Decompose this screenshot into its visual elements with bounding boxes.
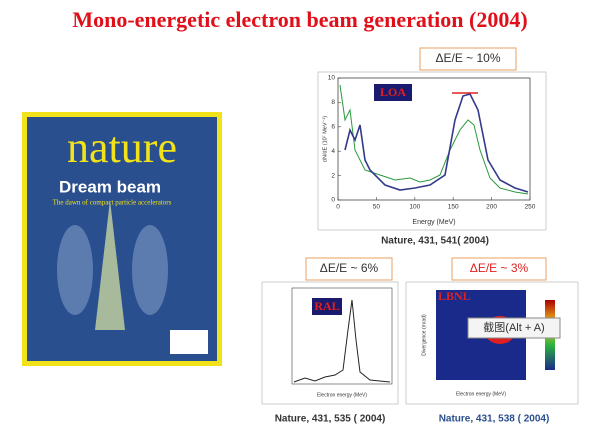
energy-spread: ΔE/E ~ 10% — [435, 51, 500, 65]
lab-label: RAL — [314, 299, 339, 313]
energy-spread: ΔE/E ~ 6% — [320, 261, 379, 275]
cover-art — [57, 225, 93, 315]
x-tick-label: 50 — [373, 204, 381, 211]
cover-art — [95, 200, 125, 330]
slide-title: Mono-energetic electron beam generation … — [72, 7, 527, 32]
y-tick-label: 4 — [331, 148, 335, 155]
citation: Nature, 431, 538 ( 2004) — [439, 414, 550, 425]
tooltip-text: 截图(Alt + A) — [483, 320, 544, 334]
x-tick-label: 200 — [486, 204, 497, 211]
y-axis-label: dN/dE (10⁷ MeV⁻¹) — [321, 116, 328, 162]
y-tick-label: 0 — [331, 197, 335, 204]
x-tick-label: 100 — [409, 204, 420, 211]
cover-subhead: The dawn of compact particle accelerator… — [53, 199, 172, 207]
curve — [293, 299, 391, 383]
lab-label: LBNL — [438, 289, 471, 303]
x-tick-label: 250 — [525, 204, 536, 211]
energy-spread: ΔE/E ~ 3% — [470, 261, 529, 275]
tooltip — [467, 317, 561, 339]
journal-cover: nature Dream beam The dawn of compact pa… — [22, 112, 222, 366]
citation: Nature, 431, 541( 2004) — [381, 236, 489, 247]
lab-box — [374, 84, 412, 101]
cover-headline: Dream beam — [59, 177, 161, 196]
x-axis-label: Electron energy (MeV) — [456, 391, 506, 397]
x-axis-label: Electron energy (MeV) — [317, 392, 367, 398]
y-tick-label: 6 — [331, 124, 335, 131]
spread-box — [451, 257, 547, 281]
y-tick-label: 8 — [331, 99, 335, 106]
cover-art — [132, 225, 168, 315]
x-tick-label: 150 — [448, 204, 459, 211]
curve — [339, 84, 529, 195]
lab-label: LOA — [380, 85, 406, 99]
plot-frame — [291, 287, 393, 385]
citation: Nature, 431, 535 ( 2004) — [275, 414, 386, 425]
curve — [344, 93, 529, 193]
y-axis-label: Divergence (mrad) — [421, 314, 427, 356]
plot-panel — [317, 71, 547, 231]
cover-masthead: nature — [67, 123, 177, 172]
plot-frame — [337, 77, 531, 201]
x-axis-label: Energy (MeV) — [412, 219, 455, 226]
spread-box — [305, 257, 393, 281]
lab-box — [312, 298, 342, 315]
spread-box — [419, 47, 517, 71]
barcode — [170, 330, 208, 354]
y-tick-label: 2 — [331, 172, 335, 179]
y-tick-label: 10 — [328, 75, 336, 82]
x-tick-label: 0 — [336, 204, 340, 211]
